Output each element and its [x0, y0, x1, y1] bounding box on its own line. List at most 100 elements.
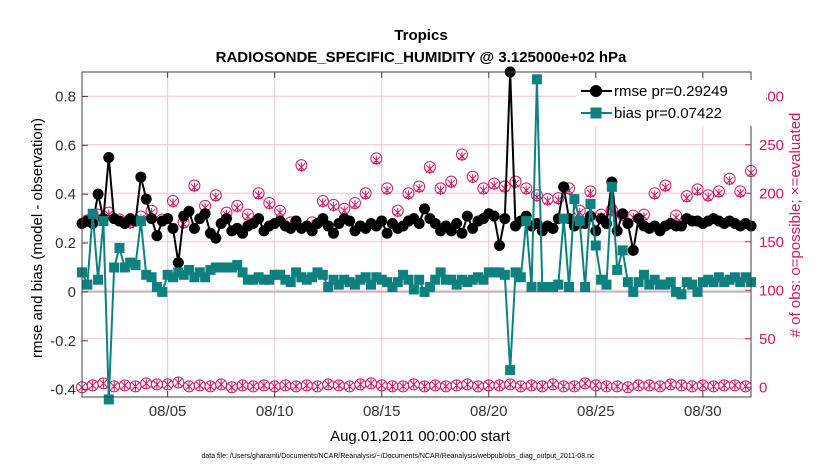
obs-evaluated-point [709, 381, 718, 392]
bias-point [606, 181, 617, 192]
obs-evaluated-point [281, 380, 290, 391]
y-right-tick-label: 250 [759, 137, 784, 154]
bias-point [87, 208, 98, 219]
obs-evaluated-point [522, 185, 531, 196]
bias-point [547, 282, 558, 293]
bias-point [355, 274, 366, 285]
bias-point [307, 272, 318, 283]
obs-evaluated-point [688, 381, 697, 392]
bias-point [708, 277, 719, 288]
obs-evaluated-point [174, 377, 183, 388]
obs-evaluated-point [367, 378, 375, 389]
bias-point [456, 274, 467, 285]
x-tick-label: 08/10 [256, 403, 294, 420]
y-left-tick-label: 0.2 [55, 235, 76, 252]
legend-rmse-marker [590, 85, 602, 97]
bias-point [376, 274, 387, 285]
obs-evaluated-point [350, 200, 359, 210]
obs-evaluated-point [591, 380, 600, 391]
obs-evaluated-point [602, 381, 611, 392]
obs-evaluated-point [420, 381, 429, 392]
obs-evaluated-point [666, 379, 675, 390]
obs-evaluated-point [527, 380, 536, 391]
bias-point [526, 282, 537, 293]
obs-evaluated-point [741, 381, 750, 392]
bias-point [542, 282, 553, 293]
bias-point [735, 277, 746, 288]
rmse-point [199, 208, 211, 220]
bias-point [483, 267, 494, 278]
obs-evaluated-point [474, 381, 483, 392]
bias-point [724, 274, 735, 285]
bias-point [312, 267, 323, 278]
bias-point [328, 274, 339, 285]
bias-point [173, 267, 184, 278]
bias-point [649, 274, 660, 285]
bias-point [489, 267, 500, 278]
bias-point [398, 269, 409, 280]
bias-point [285, 277, 296, 288]
bias-point [499, 269, 510, 280]
bias-point [167, 272, 178, 283]
obs-evaluated-point [206, 381, 215, 392]
bias-point [151, 282, 162, 293]
obs-evaluated-point [704, 192, 713, 202]
bias-point [655, 279, 666, 290]
obs-evaluated-point [399, 381, 408, 392]
bias-point [612, 264, 623, 275]
obs-evaluated-point [302, 380, 311, 391]
x-axis-label: Aug.01,2011 00:00:00 start [330, 428, 511, 445]
bias-point [237, 267, 248, 278]
x-tick-label: 08/20 [470, 403, 508, 420]
y-axis-label-right: # of obs: o=possible; ×=evaluated [787, 113, 804, 338]
bias-point [109, 262, 120, 273]
bias-point [521, 216, 532, 227]
y-left-tick-label: 0.4 [55, 186, 76, 203]
obs-evaluated-point [345, 381, 354, 392]
bias-point [729, 272, 740, 283]
bias-point [119, 262, 130, 273]
bias-point [601, 279, 612, 290]
obs-evaluated-point [270, 381, 279, 392]
obs-evaluated-point [334, 380, 343, 391]
rmse-point [210, 232, 222, 244]
obs-evaluated-point [324, 379, 333, 390]
bias-point [424, 282, 435, 293]
rmse-point [162, 213, 174, 225]
obs-evaluated-point [313, 381, 322, 392]
bias-point [301, 274, 312, 285]
rmse-point [488, 210, 500, 222]
legend-box [576, 80, 766, 126]
obs-evaluated-point [431, 380, 440, 391]
obs-evaluated-point [736, 188, 745, 199]
bias-point [349, 279, 360, 290]
bias-point [697, 277, 708, 288]
obs-evaluated-point [292, 381, 301, 392]
bias-point [333, 279, 344, 290]
legend-bias-marker [590, 107, 602, 119]
obs-evaluated-point [163, 379, 172, 390]
plot-frame [81, 71, 752, 398]
legend: rmse pr=0.29249 bias pr=0.07422 [576, 80, 766, 126]
obs-layer [76, 148, 757, 394]
obs-evaluated-point [131, 381, 140, 392]
obs-evaluated-point [217, 379, 226, 390]
bias-point [494, 267, 505, 278]
rmse-point [167, 222, 179, 234]
rmse-point [92, 188, 104, 200]
bias-point [531, 74, 542, 85]
rmse-point [172, 257, 184, 269]
obs-evaluated-point [227, 382, 236, 393]
bias-point [178, 269, 189, 280]
bias-point [205, 264, 216, 275]
y-left-tick-label: -0.4 [50, 382, 76, 399]
bias-point [558, 213, 569, 224]
bias-point [221, 262, 232, 273]
rmse-point [344, 215, 356, 227]
rmse-point [140, 193, 152, 205]
obs-evaluated-point [490, 180, 499, 191]
rmse-point [617, 208, 629, 220]
bias-point [585, 198, 596, 209]
bias-point [633, 277, 644, 288]
